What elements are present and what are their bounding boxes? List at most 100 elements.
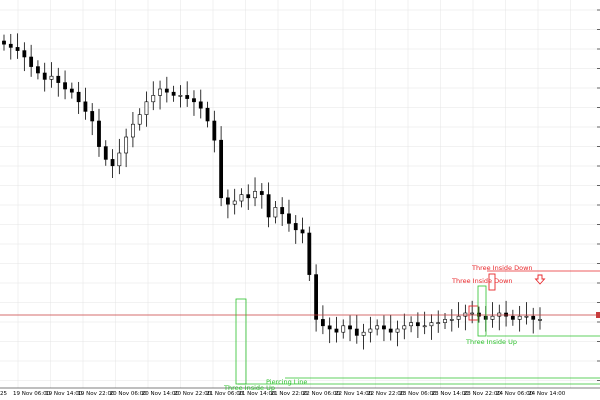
candle-body	[164, 88, 169, 93]
annotation-three-inside-down-2: Three Inside Down	[451, 277, 513, 285]
candle-body	[436, 322, 441, 324]
candle-body	[158, 88, 162, 96]
x-tick-label: 20 Nov 06:00	[110, 391, 148, 397]
bearish-pattern-box	[488, 273, 496, 291]
x-tick-label: 24 Nov 06:00	[496, 391, 534, 397]
candle-body	[320, 319, 325, 327]
candle-body	[42, 72, 47, 80]
candle-body	[205, 107, 210, 122]
candle-body	[375, 325, 380, 330]
x-tick-label: 23 Nov 22:00	[464, 391, 502, 397]
pattern-overlays	[0, 270, 600, 385]
candle-body	[219, 139, 224, 199]
candle-body	[490, 315, 495, 320]
candle-body	[477, 312, 481, 317]
price-marker	[596, 312, 600, 318]
candle-body	[341, 325, 346, 333]
x-tick-label: 21 Nov 14:00	[238, 391, 276, 397]
candle-body	[361, 331, 366, 336]
down-arrow-icon	[534, 274, 546, 285]
candle-body	[348, 325, 352, 330]
candle-body	[293, 223, 298, 231]
x-tick-label: 19 Nov 06:00	[13, 391, 51, 397]
x-tick-label: 22 Nov 14:00	[335, 391, 373, 397]
candle-body	[171, 91, 176, 96]
x-tick-label: 21 Nov 06:00	[206, 391, 244, 397]
candle-body	[449, 319, 454, 321]
candle-body	[382, 325, 386, 330]
candle-body	[504, 312, 508, 317]
candle-body	[69, 88, 74, 93]
candle-body	[253, 191, 257, 199]
candle-body	[415, 322, 420, 327]
candle-body	[198, 101, 203, 109]
candle-body	[456, 315, 461, 320]
candle-body	[212, 120, 217, 141]
candle-body	[185, 95, 190, 99]
candle-body	[354, 328, 359, 336]
x-tick-label: 20 Nov 22:00	[174, 391, 212, 397]
x-tick-label: 19 Nov 22:00	[77, 391, 115, 397]
candle-body	[8, 43, 13, 48]
candle-body	[110, 159, 115, 167]
candle-body	[246, 194, 251, 199]
candle-body	[497, 312, 502, 317]
candle-body	[117, 152, 122, 167]
candle-body	[56, 75, 61, 83]
x-tick-label: 22 Nov 06:00	[303, 391, 341, 397]
candle-body	[90, 111, 95, 122]
candle-body	[137, 114, 142, 125]
candle-body	[531, 315, 536, 320]
candle-body	[510, 315, 515, 320]
bullish-pattern-box	[477, 285, 487, 337]
candle-body	[280, 207, 285, 215]
annotation-three-inside-up: Three Inside Up	[465, 338, 517, 346]
candle-body	[124, 136, 129, 154]
candle-body	[470, 312, 475, 315]
candle-body	[63, 82, 67, 90]
x-tick-label: 19 Nov 14:00	[45, 391, 83, 397]
candle-body	[103, 146, 108, 160]
candle-body	[463, 312, 468, 317]
candle-body	[429, 322, 434, 327]
candle-body	[300, 229, 305, 234]
candle-body	[83, 101, 88, 112]
x-tick-label: 2025	[0, 391, 7, 397]
candle-body	[266, 194, 271, 218]
candle-body	[287, 213, 291, 224]
candle-body	[131, 123, 135, 138]
candle-body	[192, 98, 196, 103]
candle-body	[144, 101, 149, 115]
candle-body	[538, 319, 542, 321]
candle-body	[388, 328, 393, 333]
candlestick-series	[2, 33, 542, 350]
candle-body	[327, 325, 332, 330]
x-tick-label: 23 Nov 06:00	[399, 391, 437, 397]
candle-body	[29, 56, 34, 67]
candle-body	[225, 197, 230, 205]
candle-body	[524, 315, 529, 318]
candle-body	[15, 47, 20, 51]
x-tick-label: 22 Nov 22:00	[367, 391, 405, 397]
candle-body	[36, 66, 40, 74]
candle-body	[517, 315, 522, 320]
candle-body	[409, 322, 413, 327]
candle-body	[2, 40, 6, 45]
candle-body	[334, 328, 339, 333]
candle-body	[395, 328, 400, 333]
candle-body	[314, 274, 319, 320]
x-tick-label: 21 Nov 22:00	[271, 391, 309, 397]
candle-body	[22, 50, 27, 58]
candle-body	[402, 325, 407, 330]
candle-body	[422, 325, 427, 328]
annotation-three-inside-down-1: Three Inside Down	[471, 264, 533, 272]
candle-body	[368, 328, 373, 333]
candle-body	[307, 232, 312, 275]
candle-body	[273, 207, 278, 218]
candle-body	[97, 120, 101, 147]
x-tick-label: 24 Nov 14:00	[528, 391, 566, 397]
candle-body	[151, 95, 156, 103]
candle-body	[232, 200, 237, 205]
x-tick-label: 20 Nov 14:00	[142, 391, 180, 397]
